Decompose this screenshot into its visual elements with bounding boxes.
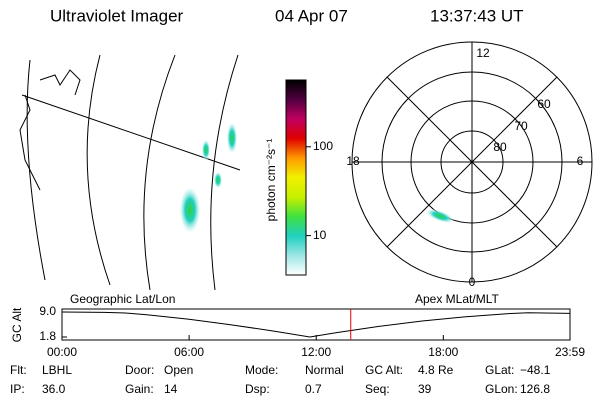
aurora xyxy=(202,140,210,160)
mlt-label: 18 xyxy=(346,154,360,168)
status-label: GLat: xyxy=(485,363,514,377)
coastline xyxy=(19,69,81,191)
time: 13:37:43 UT xyxy=(430,6,524,25)
mlt-label: 12 xyxy=(476,46,490,60)
status-label: Flt: xyxy=(10,363,27,377)
x-tick-label: 23:59 xyxy=(555,345,585,359)
status-label: GC Alt: xyxy=(365,363,403,377)
status-value: 0.7 xyxy=(305,382,322,396)
status-value: 126.8 xyxy=(520,382,550,396)
lat-label: 60 xyxy=(537,97,551,111)
status-label: IP: xyxy=(10,382,25,396)
title: Ultraviolet Imager xyxy=(50,6,184,25)
colorbar-tick-label: 100 xyxy=(313,139,333,153)
altitude-label: GC Alt xyxy=(10,307,24,342)
status-label: Mode: xyxy=(245,363,278,377)
y-tick-label: 9.0 xyxy=(39,304,56,318)
x-tick-label: 06:00 xyxy=(174,345,204,359)
colorbar xyxy=(285,79,307,276)
mlt-label: 0 xyxy=(469,275,476,289)
colorbar-tick-label: 10 xyxy=(313,228,327,242)
status-value: −48.1 xyxy=(520,363,551,377)
polar-label: Apex MLat/MLT xyxy=(415,292,499,306)
status-label: Seq: xyxy=(365,382,390,396)
mlt-label: 6 xyxy=(577,154,584,168)
status-label: GLon: xyxy=(485,382,518,396)
polar-plot xyxy=(351,41,593,283)
status-value: 36.0 xyxy=(42,382,66,396)
aurora xyxy=(227,123,237,153)
x-tick-label: 12:00 xyxy=(301,345,331,359)
aurora xyxy=(214,172,222,188)
aurora xyxy=(180,188,200,232)
status-value: 39 xyxy=(418,382,432,396)
lat-label: 70 xyxy=(514,119,528,133)
status-label: Door: xyxy=(125,363,154,377)
date: 04 Apr 07 xyxy=(275,6,348,25)
map xyxy=(19,54,241,291)
map-grid xyxy=(21,54,241,291)
status-value: 4.8 Re xyxy=(418,363,454,377)
status-label: Dsp: xyxy=(245,382,270,396)
y-tick-label: 1.8 xyxy=(39,329,56,343)
colorbar-label: photon cm⁻²s⁻¹ xyxy=(264,139,278,222)
x-tick-label: 00:00 xyxy=(47,345,77,359)
lat-label: 80 xyxy=(493,140,507,154)
status-value: LBHL xyxy=(42,363,72,377)
x-tick-label: 18:00 xyxy=(428,345,458,359)
status-value: Open xyxy=(164,363,193,377)
status-value: Normal xyxy=(305,363,344,377)
status-value: 14 xyxy=(164,382,178,396)
altitude-line xyxy=(61,311,571,338)
status-label: Gain: xyxy=(125,382,154,396)
map-label: Geographic Lat/Lon xyxy=(70,292,175,306)
